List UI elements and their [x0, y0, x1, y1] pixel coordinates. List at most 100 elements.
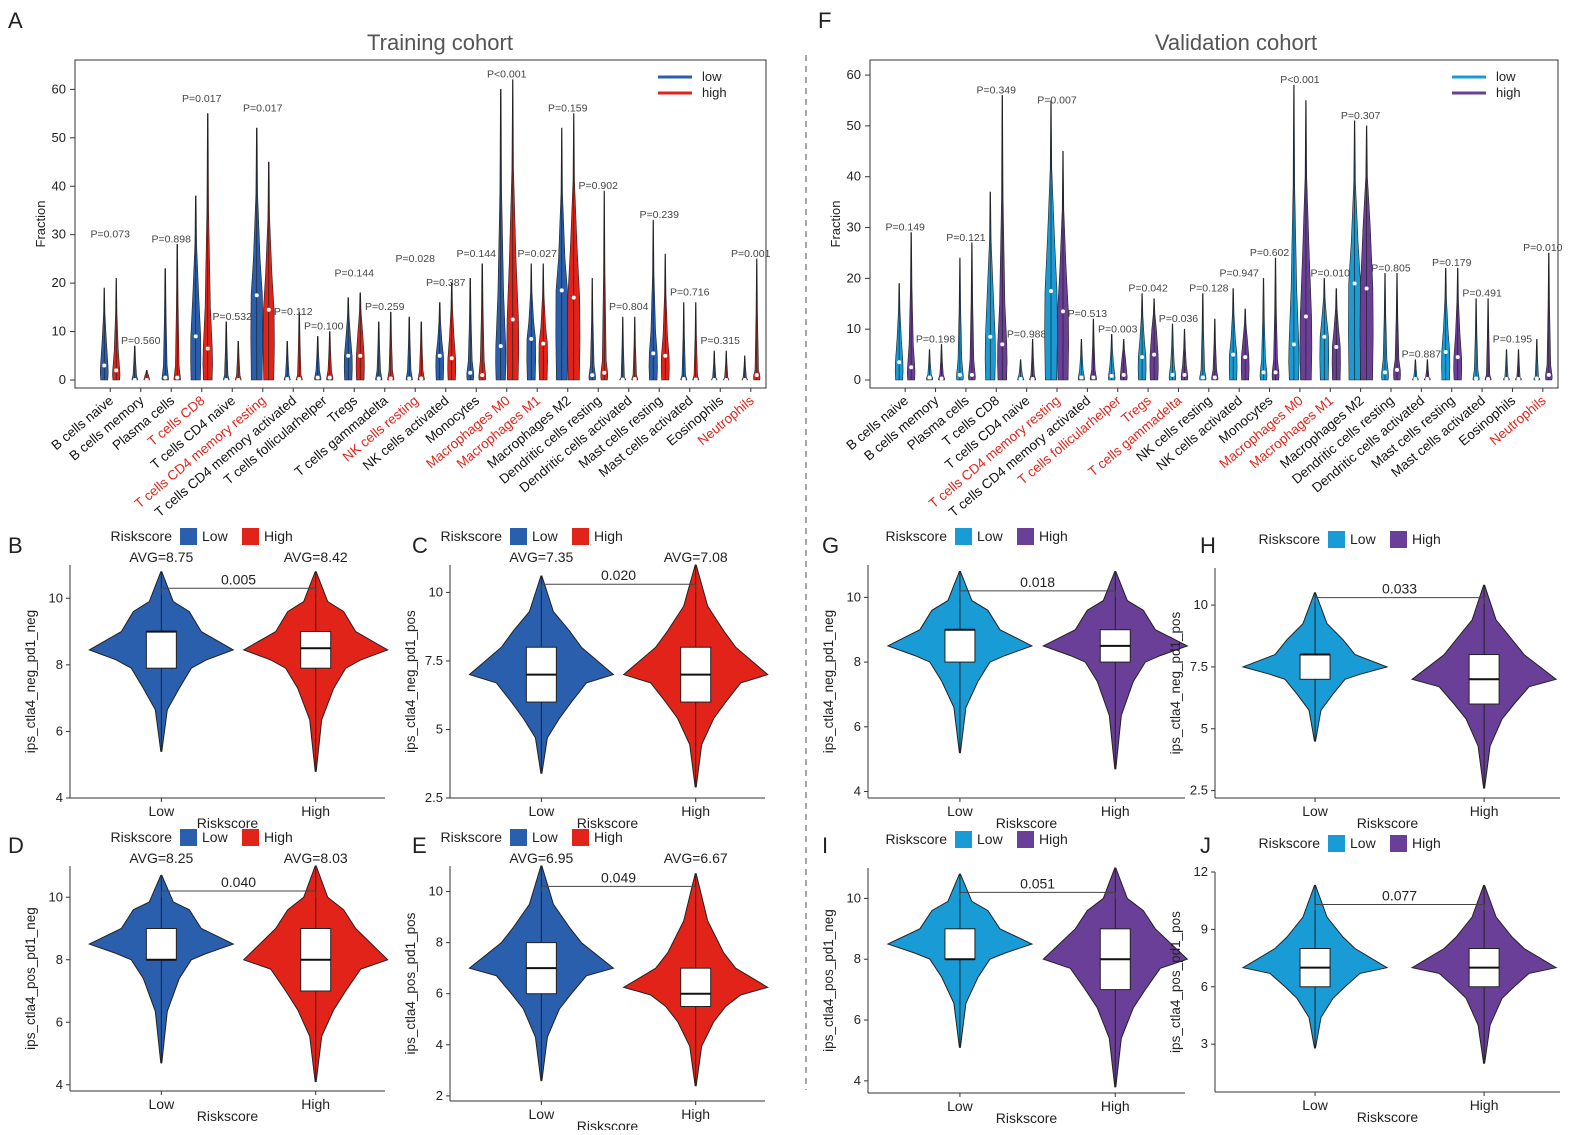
median-point [510, 317, 515, 322]
x-tick-label-low: Low [149, 803, 176, 819]
y-tick-label: 10 [429, 884, 443, 899]
legend-label-low: low [1496, 69, 1516, 84]
y-tick-label: 2 [436, 1088, 443, 1103]
panel-I: I Riskscore Low High 4 6 8 10 ips_ctla4_pos_pd1_… [821, 831, 1189, 1126]
y-tick-label: 10 [847, 890, 861, 905]
legend-title: Riskscore [111, 829, 173, 845]
avg-label-low: AVG=8.75 [129, 549, 193, 565]
pvalue-label: P=0.491 [1462, 288, 1502, 300]
box-low [944, 928, 976, 960]
pvalue-label: P=0.602 [1250, 247, 1290, 259]
legend-swatch-high [1017, 528, 1034, 545]
median-point [541, 341, 546, 346]
legend-swatch-low [510, 829, 527, 846]
panel-E: E Riskscore Low High 2 4 6 8 10 ips_ctla4_pos_pd1… [403, 829, 769, 1134]
y-tick-label: 3 [1201, 1036, 1208, 1051]
median-point [1061, 309, 1065, 314]
median-point [681, 377, 686, 382]
pvalue-label: P=0.716 [670, 287, 710, 299]
median-point [1504, 376, 1509, 381]
legend-label-high: high [702, 85, 727, 100]
pvalue-label: P=0.887 [1402, 349, 1442, 361]
y-tick-label: 10 [49, 889, 63, 904]
median-point [419, 376, 424, 381]
x-tick-label-high: High [301, 803, 330, 819]
median-point [559, 288, 564, 293]
median-point [897, 360, 902, 365]
avg-label-low: AVG=7.35 [509, 549, 573, 565]
legend-title: Riskscore [1259, 531, 1321, 547]
legend-label-high: High [1412, 531, 1441, 547]
y-tick-label: 6 [1201, 979, 1208, 994]
y-tick-label: 60 [847, 67, 861, 82]
plot-frame [869, 59, 1559, 389]
median-point [1049, 289, 1053, 294]
x-tick-label-high: High [1470, 1097, 1499, 1113]
chart-title: Training cohort [367, 30, 513, 55]
panel-label-E: E [412, 833, 427, 858]
y-axis-label: ips_ctla4_neg_pd1_neg [821, 610, 836, 753]
x-axis-label: Riskscore [1357, 815, 1419, 831]
median-point [437, 353, 442, 358]
median-point [175, 375, 180, 380]
median-point [1231, 352, 1236, 357]
significance-bracket [1314, 904, 1485, 911]
median-point [693, 377, 698, 382]
x-axis-label: Riskscore [996, 815, 1058, 831]
legend-swatch-low [180, 528, 197, 545]
box-low [145, 631, 177, 669]
median-point [957, 372, 962, 377]
median-point [346, 353, 351, 358]
median-point [1474, 376, 1479, 381]
pvalue-label: P=0.121 [946, 232, 986, 244]
legend-label-high: High [1039, 831, 1068, 847]
y-tick-label: 30 [847, 220, 861, 235]
median-point [712, 378, 717, 382]
legend-title: Riskscore [111, 528, 173, 544]
pvalue-label: P=0.349 [977, 84, 1017, 96]
avg-label-high: AVG=6.67 [664, 850, 728, 866]
median-point [742, 378, 747, 382]
y-axis-label: ips_ctla4_pos_pd1_pos [403, 912, 418, 1054]
median-point [193, 334, 198, 339]
y-tick-label: 10 [52, 324, 66, 339]
y-axis-label: ips_ctla4_neg_pd1_pos [1168, 611, 1183, 754]
median-point [1395, 367, 1399, 372]
y-tick-label: 9 [1201, 921, 1208, 936]
median-point [1273, 370, 1278, 375]
bracket-pvalue: 0.033 [1382, 581, 1417, 597]
median-point [1261, 370, 1266, 375]
pvalue-label: P=0.159 [548, 103, 588, 115]
x-tick-label-high: High [1101, 1098, 1130, 1114]
x-tick-label-high: High [301, 1096, 330, 1112]
x-tick-label-high: High [681, 1106, 710, 1122]
legend-swatch-low [1328, 835, 1345, 852]
bracket-pvalue: 0.040 [221, 874, 256, 890]
median-point [1486, 376, 1491, 381]
y-tick-label: 2.5 [425, 790, 443, 805]
y-tick-label: 5 [1201, 721, 1208, 736]
pvalue-label: P=0.307 [1341, 110, 1381, 122]
panel-A: A Training cohort 0 10 20 30 40 50 60 Fraction low… [8, 8, 771, 520]
legend-label-low: Low [1350, 531, 1377, 547]
median-point [224, 378, 229, 382]
chart-title: Validation cohort [1155, 30, 1317, 55]
median-point [663, 353, 668, 358]
panel-label-D: D [8, 833, 24, 858]
bracket-pvalue: 0.049 [601, 869, 636, 885]
legend-label-high: High [594, 829, 623, 845]
y-tick-label: 10 [847, 321, 861, 336]
legend-label-high: High [1412, 835, 1441, 851]
legend-label-low: Low [202, 528, 229, 544]
pvalue-label: P=0.073 [91, 229, 131, 241]
y-axis-label: ips_ctla4_neg_pd1_neg [23, 610, 38, 753]
pvalue-label: P=0.112 [274, 306, 313, 318]
median-point [620, 377, 625, 382]
significance-bracket [160, 890, 317, 897]
median-point [1383, 370, 1387, 375]
panel-label-H: H [1200, 533, 1216, 558]
x-axis-label: Riskscore [1357, 1109, 1419, 1125]
y-tick-label: 4 [854, 784, 861, 799]
y-tick-label: 8 [436, 935, 443, 950]
median-point [1152, 352, 1157, 357]
